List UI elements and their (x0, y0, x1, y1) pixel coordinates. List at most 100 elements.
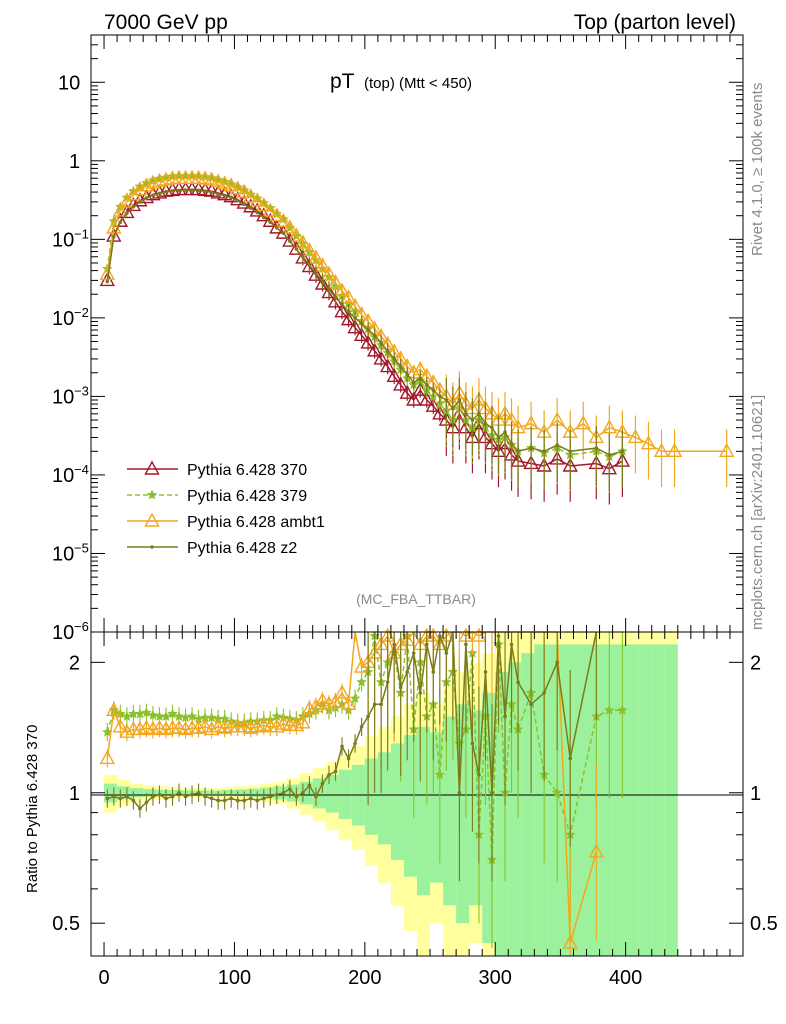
data-point (106, 219, 122, 234)
data-point (431, 670, 436, 674)
data-point (405, 372, 410, 377)
band-segment (560, 644, 574, 956)
band-segment (664, 644, 678, 956)
data-point (196, 790, 201, 795)
data-point (203, 794, 207, 799)
data-point (424, 642, 429, 647)
data-point (516, 680, 520, 684)
y-tick-label: 10 (52, 229, 74, 251)
legend-label: Pythia 6.428 ambt1 (187, 514, 325, 531)
band-segment (130, 788, 144, 798)
data-point (132, 181, 148, 196)
data-point (392, 642, 396, 647)
data-point (333, 769, 338, 774)
data-point (438, 634, 442, 638)
data-point (385, 680, 390, 684)
data-point (229, 796, 233, 801)
data-point (359, 321, 364, 326)
band-segment (208, 790, 222, 796)
data-point (620, 449, 625, 454)
data-point (210, 184, 226, 199)
y-tick-label: 1 (69, 151, 80, 173)
data-point (144, 512, 160, 527)
data-point (334, 684, 350, 699)
data-point (616, 704, 628, 715)
data-point (112, 234, 116, 239)
band-segment (182, 790, 196, 796)
data-point (425, 397, 441, 412)
data-point (216, 192, 220, 196)
series-2 (99, 169, 735, 488)
data-point (379, 341, 383, 345)
data-point (282, 232, 298, 247)
data-point (542, 449, 546, 454)
data-point (464, 412, 468, 416)
band-segment (169, 789, 183, 796)
ratio-bands (104, 632, 678, 956)
data-point (190, 188, 194, 192)
data-point (353, 316, 357, 320)
band-segment (195, 790, 209, 796)
data-point (131, 798, 136, 803)
data-point (334, 303, 350, 318)
data-point (173, 710, 185, 722)
data-point (542, 691, 546, 695)
x-tick-label: 300 (479, 967, 512, 989)
upper-axis-ticks (91, 34, 743, 633)
data-point (268, 794, 273, 799)
series-0 (99, 181, 631, 505)
data-point (197, 718, 213, 733)
data-point (314, 257, 331, 272)
data-point (119, 723, 135, 738)
data-point (477, 773, 481, 777)
data-point (340, 695, 357, 711)
data-point (145, 174, 161, 189)
data-point (118, 220, 123, 225)
data-point (243, 188, 259, 203)
data-point (555, 443, 559, 447)
data-point (379, 702, 383, 707)
data-point (190, 792, 194, 797)
data-point (356, 676, 367, 687)
data-point (223, 177, 239, 192)
data-point (340, 744, 344, 749)
data-point (125, 186, 142, 201)
data-point (294, 794, 299, 799)
data-point (509, 441, 514, 446)
data-point (411, 651, 416, 655)
data-point (320, 781, 325, 786)
data-point (353, 741, 357, 746)
data-point (551, 787, 563, 798)
data-point (434, 769, 446, 780)
data-point (321, 695, 337, 711)
data-point (262, 202, 278, 217)
band-segment (638, 644, 652, 956)
data-point (424, 383, 429, 387)
data-point (444, 398, 449, 402)
data-point (496, 435, 501, 440)
data-point (183, 794, 188, 799)
data-point (125, 794, 129, 799)
data-point (235, 198, 240, 203)
plot-title-main: pT (330, 70, 355, 93)
ratio-series-2 (105, 631, 598, 882)
ratio-y-tick-label: 2 (69, 652, 80, 674)
data-point (398, 685, 403, 690)
band-segment (625, 644, 639, 956)
data-point (249, 192, 265, 207)
data-point (248, 206, 253, 210)
data-point (144, 196, 149, 200)
data-point (516, 449, 520, 454)
data-point (483, 421, 488, 426)
data-point (568, 449, 573, 454)
data-point (164, 189, 168, 194)
data-point (349, 692, 361, 704)
data-point (529, 446, 533, 450)
ratio-y-tick-label: 1 (69, 783, 80, 805)
data-point (314, 271, 318, 276)
band-segment (234, 789, 248, 797)
data-point (503, 714, 507, 719)
data-point (418, 691, 423, 695)
data-point (366, 342, 383, 357)
